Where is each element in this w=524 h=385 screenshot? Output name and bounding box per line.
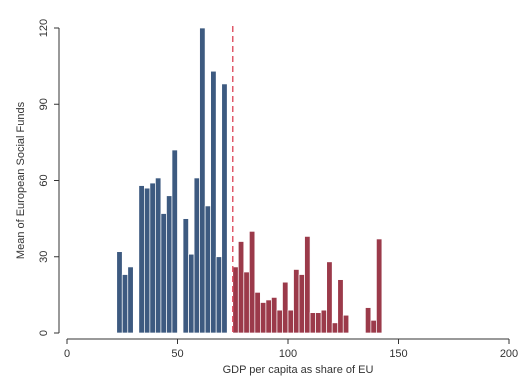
y-tick-label: 90 bbox=[38, 98, 50, 110]
bar-above-cutoff bbox=[376, 238, 383, 334]
bar-below-cutoff bbox=[171, 149, 178, 334]
y-axis-title: Mean of European Social Funds bbox=[15, 101, 27, 259]
x-tick-label: 150 bbox=[389, 348, 407, 360]
bar-below-cutoff bbox=[188, 253, 195, 334]
bar-above-cutoff bbox=[342, 314, 350, 334]
y-tick-label: 30 bbox=[38, 251, 50, 263]
bar-above-cutoff bbox=[304, 236, 311, 334]
bar-above-cutoff bbox=[265, 299, 272, 334]
bar-above-cutoff bbox=[326, 261, 333, 334]
bars-group bbox=[116, 27, 383, 334]
bar-below-cutoff bbox=[138, 185, 145, 334]
bar-above-cutoff bbox=[287, 309, 294, 334]
bar-below-cutoff bbox=[121, 274, 129, 334]
bar-below-cutoff bbox=[166, 195, 173, 334]
bar-above-cutoff bbox=[298, 274, 305, 334]
bar-below-cutoff bbox=[160, 213, 167, 334]
x-tick-label: 200 bbox=[500, 348, 518, 360]
x-axis-title: GDP per capita as share of EU bbox=[223, 364, 374, 376]
bar-above-cutoff bbox=[271, 297, 278, 334]
bar-above-cutoff bbox=[248, 230, 256, 334]
bar-above-cutoff bbox=[320, 309, 328, 334]
bar-below-cutoff bbox=[193, 177, 200, 334]
bar-above-cutoff bbox=[232, 266, 239, 334]
bar-below-cutoff bbox=[149, 182, 156, 334]
bar-below-cutoff bbox=[221, 83, 228, 334]
x-tick-label: 100 bbox=[279, 348, 297, 360]
bar-above-cutoff bbox=[243, 271, 250, 334]
bar-above-cutoff bbox=[331, 322, 339, 334]
y-tick-label: 120 bbox=[38, 19, 50, 37]
bar-below-cutoff bbox=[116, 251, 123, 334]
bar-above-cutoff bbox=[254, 291, 261, 334]
y-tick-label: 60 bbox=[38, 174, 50, 186]
bar-below-cutoff bbox=[215, 256, 223, 334]
bar-above-cutoff bbox=[237, 241, 245, 334]
bar-below-cutoff bbox=[210, 70, 217, 334]
x-tick-label: 50 bbox=[171, 348, 183, 360]
bar-above-cutoff bbox=[282, 281, 289, 334]
bar-below-cutoff bbox=[182, 218, 189, 334]
bar-above-cutoff bbox=[260, 302, 267, 334]
axes-group: 0 50 100 150 200 0 30 60 90 120 bbox=[38, 19, 518, 360]
bar-above-cutoff bbox=[293, 269, 300, 334]
y-tick-label: 0 bbox=[38, 330, 50, 336]
bar-below-cutoff bbox=[155, 177, 162, 334]
bar-below-cutoff bbox=[199, 27, 206, 334]
bar-below-cutoff bbox=[144, 187, 151, 334]
bar-above-cutoff bbox=[315, 312, 322, 334]
bar-below-cutoff bbox=[204, 205, 212, 334]
bar-above-cutoff bbox=[309, 312, 316, 334]
bar-above-cutoff bbox=[337, 279, 344, 334]
bar-above-cutoff bbox=[370, 319, 377, 334]
bar-below-cutoff bbox=[127, 266, 134, 334]
bar-above-cutoff bbox=[276, 309, 283, 334]
bar-above-cutoff bbox=[365, 307, 372, 334]
x-tick-label: 0 bbox=[64, 348, 70, 360]
